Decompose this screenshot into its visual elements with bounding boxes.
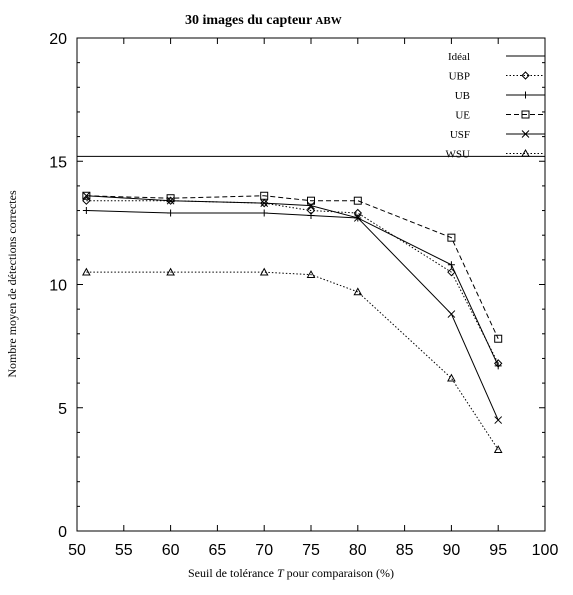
x-tick-label: 60 [162,542,180,559]
point-wsu [259,267,269,276]
legend-item-ue: UE [455,110,545,122]
y-tick-label: 10 [49,278,67,295]
legend-item-ubp: UBP [449,71,545,83]
point-ubp [259,198,269,208]
point-usf [353,214,362,222]
x-tick-label: 50 [68,542,86,559]
legend-label-ue: UE [455,110,470,122]
legend: Idéal UBP UB UE USF WSU [446,51,545,161]
y-tick-label: 20 [49,31,67,48]
series-ub [82,207,502,370]
point-ub [307,211,315,219]
legend-marker-wsu [521,148,530,157]
point-ue [166,194,175,203]
y-tick-label: 15 [49,154,67,171]
legend-item-usf: USF [450,129,545,141]
point-usf [447,310,456,318]
series-usf [82,191,503,424]
point-wsu [353,287,363,296]
line-usf [86,195,499,421]
point-ue [494,334,503,343]
x-tick-label: 95 [489,542,507,559]
legend-item-wsu: WSU [446,149,545,161]
legend-marker-usf [521,130,530,138]
point-wsu [493,445,503,453]
x-tick-label: 70 [255,542,273,559]
legend-item-id-al: Idéal [448,51,545,63]
legend-marker-ue [521,110,530,119]
series-ue [82,191,503,343]
point-wsu [82,267,91,276]
point-ue [307,196,315,205]
point-usf [166,196,175,205]
x-tick-label: 85 [396,542,414,559]
y-axis-label: Nombre moyen de détections correctes [5,190,19,378]
legend-label-usf: USF [450,129,470,141]
point-usf [494,416,503,424]
x-axis-label: Seuil de tolérance T pour comparaison (%… [188,566,394,580]
point-ue [447,233,456,242]
x-tick-label: 100 [532,542,559,559]
point-ubp [166,196,175,205]
x-tick-label: 80 [349,542,367,559]
point-usf [82,191,91,200]
legend-marker-ubp [521,71,530,80]
point-usf [260,199,269,208]
legend-marker-ub [522,91,529,99]
point-ub [447,261,455,269]
point-ue [260,191,269,200]
legend-label-wsu: WSU [446,149,471,161]
point-wsu [447,373,456,382]
axes: 50 55 60 65 70 75 80 85 90 95 100 0 5 10 15 20 [49,31,558,559]
line-ub [86,210,499,367]
point-wsu [166,267,175,276]
series-wsu [82,267,503,453]
chart-title: 30 images du capteur ABW [185,13,342,28]
legend-item-ub: UB [455,90,545,102]
point-usf [307,201,315,210]
legend-label-id-al: Idéal [448,51,470,63]
y-tick-label: 0 [58,524,67,541]
line-wsu [86,271,499,450]
line-ue [86,195,499,339]
y-tick-label: 5 [58,401,67,418]
legend-label-ub: UB [455,90,470,102]
point-ub [167,209,175,217]
x-tick-label: 55 [115,542,133,559]
legend-label-ubp: UBP [449,71,470,83]
x-tick-label: 65 [209,542,227,559]
point-ub [260,209,268,217]
x-tick-label: 90 [443,542,461,559]
point-ub [494,362,502,370]
point-ub [82,207,90,215]
point-ue [353,196,362,205]
x-tick-label: 75 [302,542,320,559]
series-layer [77,155,545,453]
line-ubp [86,200,499,364]
point-wsu [306,270,316,278]
plot-frame [76,37,546,532]
series-ubp [82,196,503,368]
